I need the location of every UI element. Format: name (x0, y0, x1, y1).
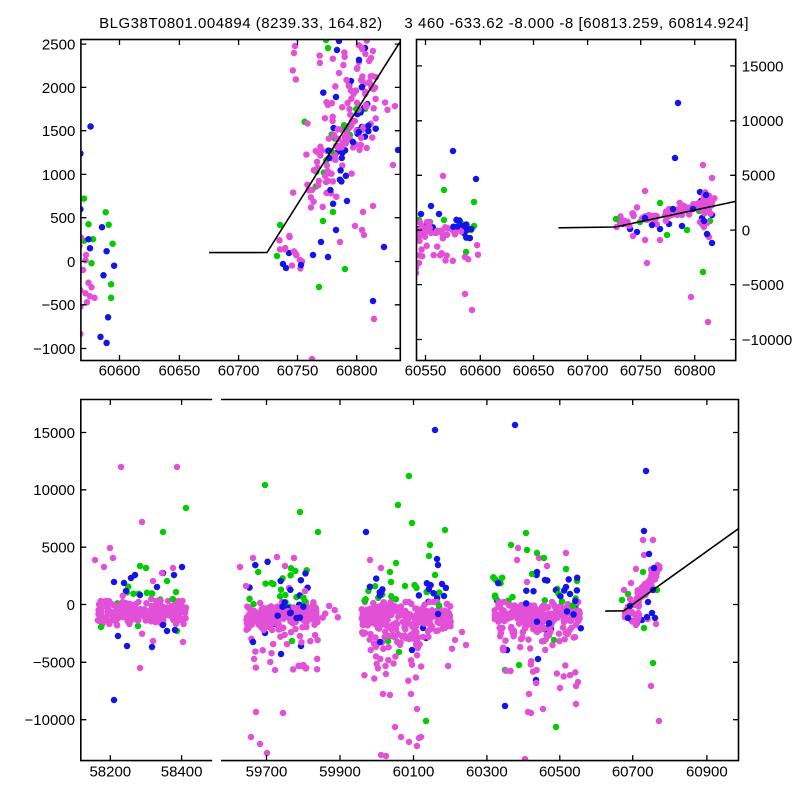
svg-text:10000: 10000 (33, 482, 75, 499)
svg-text:60750: 60750 (277, 363, 319, 380)
svg-text:60550: 60550 (405, 363, 447, 380)
svg-text:60700: 60700 (612, 764, 654, 781)
svg-text:1000: 1000 (42, 167, 75, 184)
svg-text:60700: 60700 (567, 363, 609, 380)
svg-text:−1000: −1000 (33, 341, 75, 358)
svg-text:500: 500 (50, 210, 75, 227)
svg-text:59700: 59700 (246, 764, 288, 781)
svg-text:−5000: −5000 (742, 277, 784, 294)
svg-text:15000: 15000 (33, 425, 75, 442)
svg-text:60800: 60800 (336, 363, 378, 380)
svg-text:58200: 58200 (89, 764, 131, 781)
svg-text:−5000: −5000 (33, 655, 75, 672)
svg-text:0: 0 (67, 597, 75, 614)
svg-text:60500: 60500 (539, 764, 581, 781)
svg-text:60900: 60900 (686, 764, 728, 781)
svg-text:−10000: −10000 (742, 332, 792, 349)
svg-text:60650: 60650 (159, 363, 201, 380)
svg-text:60100: 60100 (393, 764, 435, 781)
svg-text:0: 0 (742, 223, 750, 240)
svg-text:60700: 60700 (218, 363, 260, 380)
svg-text:59900: 59900 (319, 764, 361, 781)
svg-text:2000: 2000 (42, 80, 75, 97)
svg-text:−500: −500 (42, 297, 76, 314)
svg-text:−10000: −10000 (25, 712, 75, 729)
svg-text:60600: 60600 (459, 363, 501, 380)
svg-text:15000: 15000 (742, 58, 784, 75)
svg-text:1500: 1500 (42, 123, 75, 140)
svg-text:5000: 5000 (742, 168, 775, 185)
svg-text:0: 0 (67, 254, 75, 271)
svg-text:60600: 60600 (99, 363, 141, 380)
svg-text:60750: 60750 (620, 363, 662, 380)
svg-text:60800: 60800 (674, 363, 716, 380)
svg-text:BLG38T0801.004894 (8239.33, 16: BLG38T0801.004894 (8239.33, 164.82) (99, 15, 383, 32)
svg-text:60650: 60650 (513, 363, 555, 380)
svg-text:60300: 60300 (466, 764, 508, 781)
svg-text:3 460 -633.62 -8.000 -8 [60813: 3 460 -633.62 -8.000 -8 [60813.259, 6081… (404, 15, 749, 32)
svg-text:2500: 2500 (42, 37, 75, 54)
svg-text:10000: 10000 (742, 113, 784, 130)
svg-text:58400: 58400 (161, 764, 203, 781)
svg-text:5000: 5000 (42, 540, 75, 557)
